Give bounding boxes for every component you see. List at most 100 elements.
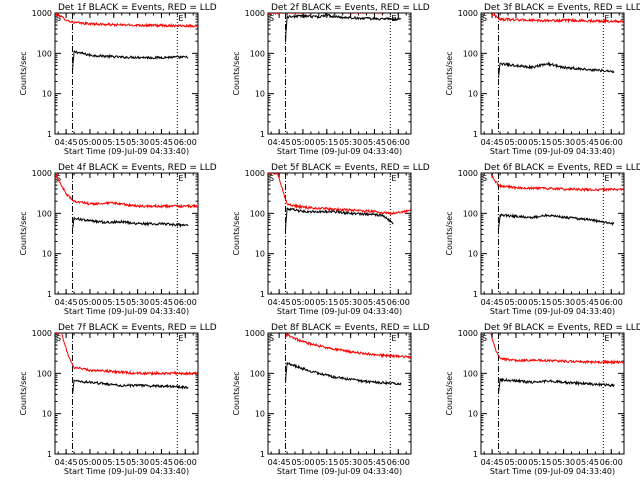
x-tick-label: 05:15: [102, 298, 125, 307]
x-axis-label: Start Time (09-Jul-09 04:33:40): [490, 307, 615, 316]
y-tick-label: 1: [473, 130, 478, 139]
x-tick-label: 05:00: [78, 298, 101, 307]
series-line-lld: [55, 173, 198, 209]
panel-title: Det 8f BLACK = Events, RED = LLD: [271, 323, 430, 333]
y-axis-label: Counts/sec: [19, 51, 28, 95]
panel-title: Det 7f BLACK = Events, RED = LLD: [58, 323, 217, 333]
x-tick-label: 04:45: [55, 458, 78, 467]
y-tick-label: 10: [468, 250, 478, 259]
y-tick-label: 1: [47, 290, 52, 299]
x-tick-label: 06:00: [174, 458, 197, 467]
marker-label-s: S: [482, 14, 487, 23]
panel-title: Det 4f BLACK = Events, RED = LLD: [58, 163, 217, 173]
y-axis-label: Counts/sec: [445, 371, 454, 415]
y-tick-label: 100: [463, 49, 478, 58]
y-tick-label: 1000: [458, 329, 478, 338]
x-tick-label: 05:30: [552, 138, 575, 147]
x-tick-label: 05:45: [576, 458, 599, 467]
series-line-lld: [285, 333, 411, 360]
y-tick-label: 1000: [32, 169, 52, 178]
y-tick-label: 10: [468, 410, 478, 419]
series-line-events: [72, 216, 189, 229]
x-tick-label: 04:45: [55, 298, 78, 307]
x-tick-label: 04:45: [481, 138, 504, 147]
marker-label-s: S: [482, 174, 487, 183]
x-tick-label: 05:15: [102, 458, 125, 467]
x-tick-label: 04:45: [268, 298, 291, 307]
marker-label-s: S: [482, 334, 487, 343]
marker-label-e: E: [391, 334, 396, 343]
x-tick-label: 05:00: [78, 458, 101, 467]
marker-label-s: S: [269, 334, 274, 343]
x-tick-label: 05:30: [339, 458, 362, 467]
y-tick-label: 1: [260, 130, 265, 139]
panel-title: Det 6f BLACK = Events, RED = LLD: [484, 163, 640, 173]
x-tick-label: 05:45: [363, 138, 386, 147]
x-tick-label: 06:00: [174, 138, 197, 147]
y-tick-label: 1: [260, 290, 265, 299]
x-tick-label: 05:15: [528, 138, 551, 147]
x-tick-label: 06:00: [174, 298, 197, 307]
y-axis-label: Counts/sec: [232, 211, 241, 255]
x-tick-label: 05:00: [291, 458, 314, 467]
marker-label-e: E: [178, 174, 183, 183]
marker-label-e: E: [604, 334, 609, 343]
y-tick-label: 10: [42, 410, 52, 419]
x-tick-label: 05:00: [291, 138, 314, 147]
panel-title: Det 2f BLACK = Events, RED = LLD: [271, 3, 430, 13]
panel-8: Det 8f BLACK = Events, RED = LLD 1 10 100 10…: [232, 323, 430, 476]
x-axis-label: Start Time (09-Jul-09 04:33:40): [277, 307, 402, 316]
y-tick-label: 1: [473, 450, 478, 459]
x-tick-label: 05:30: [552, 298, 575, 307]
x-tick-label: 05:15: [315, 138, 338, 147]
y-tick-label: 1: [47, 130, 52, 139]
x-tick-label: 05:30: [339, 298, 362, 307]
panel-5: Det 5f BLACK = Events, RED = LLD 1 10 100 10…: [232, 163, 430, 316]
marker-label-s: S: [269, 174, 274, 183]
panel-title: Det 3f BLACK = Events, RED = LLD: [484, 3, 640, 13]
x-tick-label: 05:15: [528, 458, 551, 467]
series-line-lld: [55, 13, 198, 29]
y-axis-label: Counts/sec: [232, 51, 241, 95]
x-tick-label: 05:30: [552, 458, 575, 467]
y-tick-label: 1: [473, 290, 478, 299]
y-tick-label: 1: [47, 450, 52, 459]
x-tick-label: 06:00: [387, 298, 410, 307]
x-axis-label: Start Time (09-Jul-09 04:33:40): [490, 467, 615, 476]
x-tick-label: 04:45: [268, 458, 291, 467]
x-axis-label: Start Time (09-Jul-09 04:33:40): [64, 147, 189, 156]
series-line-events: [498, 377, 615, 394]
x-tick-label: 05:15: [315, 298, 338, 307]
x-tick-label: 04:45: [481, 298, 504, 307]
x-tick-label: 06:00: [387, 138, 410, 147]
panel-title: Det 9f BLACK = Events, RED = LLD: [484, 323, 640, 333]
x-tick-label: 06:00: [600, 458, 623, 467]
series-line-lld: [490, 333, 624, 366]
marker-label-s: S: [56, 174, 61, 183]
series-line-lld: [490, 173, 624, 193]
y-tick-label: 100: [250, 209, 265, 218]
series-line-events: [498, 212, 615, 230]
y-axis-label: Counts/sec: [445, 211, 454, 255]
series-line-events: [285, 362, 402, 386]
marker-label-e: E: [178, 14, 183, 23]
x-tick-label: 04:45: [268, 138, 291, 147]
y-tick-label: 10: [255, 250, 265, 259]
marker-label-s: S: [56, 14, 61, 23]
y-tick-label: 10: [468, 90, 478, 99]
series-line-lld: [490, 13, 624, 25]
x-tick-label: 05:15: [528, 298, 551, 307]
y-axis-label: Counts/sec: [19, 371, 28, 415]
y-tick-label: 1000: [245, 169, 265, 178]
y-tick-label: 100: [250, 369, 265, 378]
x-axis-label: Start Time (09-Jul-09 04:33:40): [490, 147, 615, 156]
y-tick-label: 10: [255, 410, 265, 419]
panel-2: Det 2f BLACK = Events, RED = LLD 1 10 100 10…: [232, 3, 430, 156]
x-tick-label: 05:45: [150, 458, 173, 467]
x-tick-label: 05:45: [576, 298, 599, 307]
marker-label-e: E: [604, 174, 609, 183]
y-tick-label: 100: [37, 369, 52, 378]
series-line-events: [285, 13, 402, 43]
